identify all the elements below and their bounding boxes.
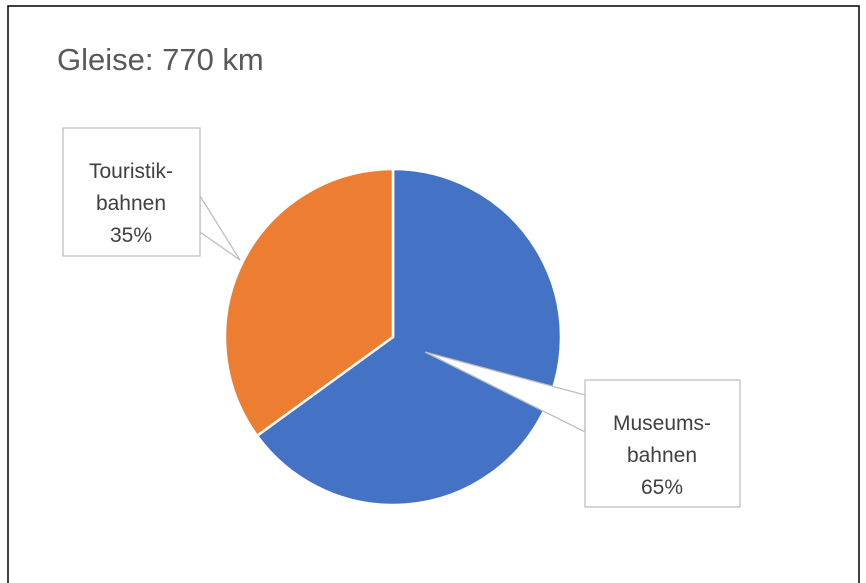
label-line: bahnen — [96, 192, 166, 215]
pie-slice — [223, 167, 395, 438]
label-box — [584, 379, 741, 508]
data-label-category: Museums-bahnen — [613, 412, 711, 467]
label-line: Touristik- — [89, 160, 173, 183]
chart-title: Gleise: 770 km — [57, 42, 264, 77]
label-box — [62, 127, 201, 257]
data-label-category: Touristik-bahnen — [89, 160, 173, 215]
label-line: bahnen — [627, 444, 697, 467]
data-label-value: 65% — [641, 476, 683, 499]
label-line: Museums- — [613, 412, 711, 435]
pie-slice — [255, 167, 563, 507]
data-label-value: 35% — [110, 224, 152, 247]
